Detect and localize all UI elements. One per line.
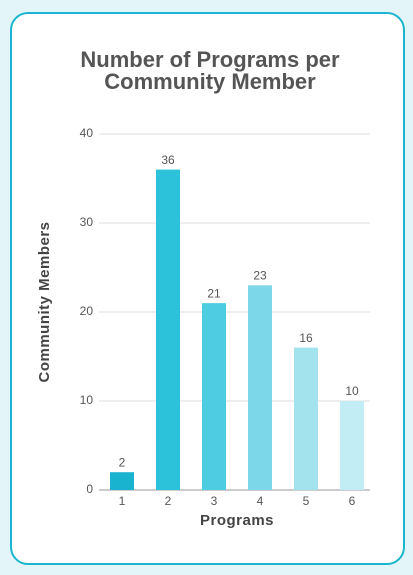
data-label: 23 — [253, 268, 267, 282]
data-label: 36 — [161, 153, 175, 167]
data-label: 21 — [207, 286, 221, 300]
bar — [110, 472, 134, 490]
data-label: 10 — [345, 384, 359, 398]
x-tick-label: 1 — [119, 494, 126, 508]
data-label: 16 — [299, 331, 313, 345]
y-tick-label: 10 — [80, 393, 94, 407]
x-tick-label: 2 — [165, 494, 172, 508]
bar — [248, 285, 272, 490]
data-label: 2 — [119, 455, 126, 469]
x-tick-label: 5 — [303, 494, 310, 508]
bar — [340, 401, 364, 490]
chart-title: Number of Programs per Community Member — [80, 47, 340, 94]
x-axis-title: Programs — [200, 512, 274, 529]
y-tick-label: 20 — [80, 304, 94, 318]
x-tick-label: 4 — [257, 494, 264, 508]
y-tick-label: 40 — [80, 126, 94, 140]
bar — [156, 169, 180, 490]
x-tick-label: 6 — [349, 494, 356, 508]
bar — [294, 347, 318, 490]
bar — [202, 303, 226, 490]
y-tick-label: 0 — [86, 482, 93, 496]
x-tick-label: 3 — [211, 494, 218, 508]
y-axis-title: Community Members — [36, 221, 53, 382]
y-tick-label: 30 — [80, 215, 94, 229]
